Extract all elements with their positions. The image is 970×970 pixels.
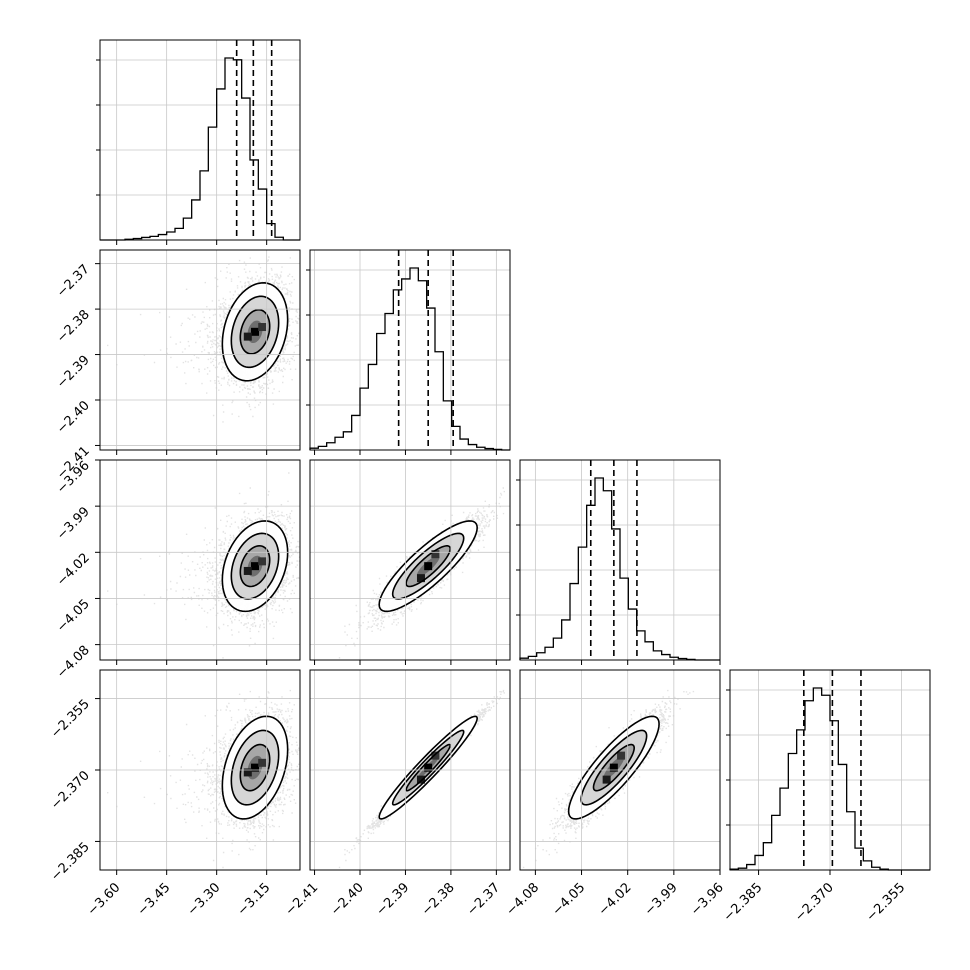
axes-frame-0-0 [99,39,301,241]
ytick-label-1-2: −2.39 [54,353,93,392]
density-core-3-2-2 [617,751,626,760]
density-core-2-0-1 [243,566,252,575]
panel-2-1 [338,487,505,659]
ytick-label-1-3: −2.38 [54,307,93,346]
contour-line-2-1-1 [391,532,465,600]
xtick-label-1-1: −2.40 [328,880,367,919]
density-core-2-0-2 [258,557,267,566]
contour-line-3-0-2 [239,743,271,792]
contour-line-1-0-0 [221,282,289,382]
density-core-3-2-0 [609,763,618,772]
xtick-label-0-0: −3.60 [85,880,124,919]
contour-line-2-1-2 [405,545,452,588]
histogram-step-2 [519,477,720,661]
density-core-3-2-1 [602,775,611,784]
contour-line-3-0-0 [221,715,289,820]
xtick-label-2-1: −4.05 [550,880,589,919]
panel-3-1 [338,689,505,869]
axes-frame-1-0 [99,249,301,451]
contour-line-3-1-2 [405,743,452,792]
histogram-step-0 [100,57,300,241]
xtick-label-0-1: −3.45 [135,880,174,919]
ytick-label-3-0: −2.385 [48,840,93,885]
xtick-label-1-0: −2.41 [283,880,322,919]
axes-frame-2-2 [519,459,721,661]
density-core-3-1-0 [424,763,433,772]
xtick-label-1-3: −2.38 [419,880,458,919]
panel-3-0 [107,689,300,869]
density-core-3-0-0 [251,763,259,772]
ytick-label-1-4: −2.37 [54,262,93,301]
density-core-3-0-2 [258,758,267,767]
xtick-label-0-3: −3.15 [235,880,274,919]
xtick-label-3-2: −2.355 [864,880,909,925]
axes-frame-3-2 [519,669,721,871]
xtick-label-2-3: −3.99 [642,880,681,919]
panel-1-0 [107,256,300,423]
axes-frame-3-1 [309,669,511,871]
histogram-step-3 [729,687,930,871]
xtick-label-1-4: −2.37 [464,880,503,919]
axes-frame-2-1 [309,459,511,661]
xtick-label-2-2: −4.02 [596,880,635,919]
contour-line-3-1-0 [378,715,478,820]
ytick-label-2-1: −4.05 [54,597,93,636]
ytick-label-2-3: −3.99 [54,504,93,543]
xtick-label-3-0: −2.385 [721,880,766,925]
ytick-label-3-2: −2.355 [48,697,93,742]
contour-line-2-0-2 [239,544,271,588]
density-core-3-1-2 [431,751,440,760]
xtick-label-2-0: −4.08 [503,880,542,919]
contour-line-3-2-1 [580,729,648,806]
xtick-label-3-1: −2.370 [792,880,837,925]
density-core-1-0-1 [243,332,252,341]
density-core-3-1-1 [416,775,425,784]
contour-line-3-2-2 [592,743,636,792]
contour-line-2-0-0 [221,520,289,613]
contour-line-2-1-0 [378,520,478,613]
density-core-1-0-2 [258,323,267,332]
ytick-label-2-0: −4.08 [54,643,93,682]
ytick-label-3-1: −2.370 [48,768,93,813]
axes-frame-1-1 [309,249,511,451]
density-core-1-0-0 [251,327,259,336]
density-core-2-0-0 [251,562,259,571]
ytick-label-2-2: −4.02 [54,551,93,590]
panel-3-2 [522,689,695,869]
histogram-step-1 [309,267,510,451]
xtick-label-1-2: −2.39 [374,880,413,919]
ytick-label-1-1: −2.40 [54,398,93,437]
density-core-2-1-0 [424,562,433,571]
contour-line-1-0-2 [239,308,271,355]
density-core-2-1-1 [416,574,425,583]
xtick-label-0-2: −3.30 [185,880,224,919]
axes-frame-2-0 [99,459,301,661]
density-core-3-0-1 [243,768,252,777]
panel-2-0 [107,472,300,659]
density-core-2-1-2 [431,550,440,559]
contour-line-3-1-1 [391,729,465,806]
contour-line-3-2-0 [567,715,660,820]
